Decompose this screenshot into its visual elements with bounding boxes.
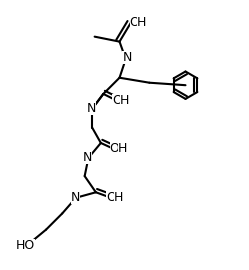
Text: N: N bbox=[70, 191, 80, 204]
Text: N: N bbox=[87, 102, 96, 115]
Text: O: O bbox=[110, 142, 120, 155]
Text: H: H bbox=[137, 16, 147, 29]
Text: H: H bbox=[118, 142, 127, 155]
Text: N: N bbox=[122, 51, 132, 64]
Text: H: H bbox=[120, 94, 129, 107]
Text: H: H bbox=[114, 191, 123, 204]
Text: HO: HO bbox=[15, 239, 35, 252]
Text: O: O bbox=[112, 94, 122, 107]
Text: O: O bbox=[129, 16, 139, 29]
Text: O: O bbox=[106, 191, 116, 204]
Text: N: N bbox=[83, 151, 92, 164]
